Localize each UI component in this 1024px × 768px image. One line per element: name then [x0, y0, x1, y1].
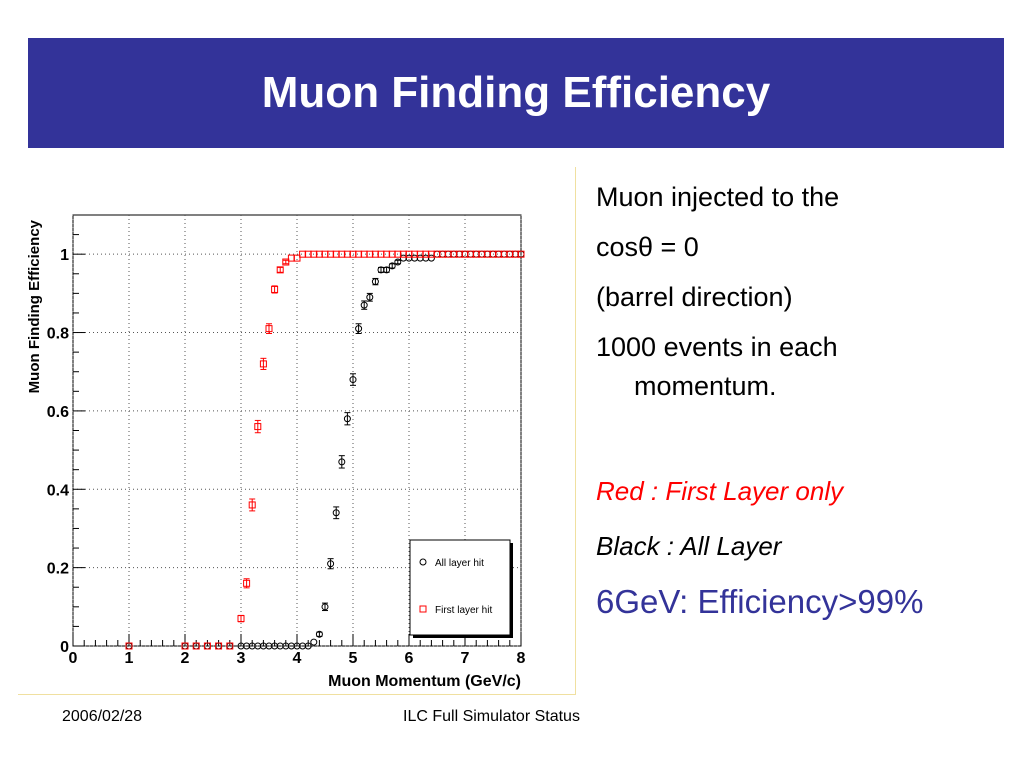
data-point-all-layer: [327, 560, 335, 568]
y-tick-label: 0.4: [47, 482, 69, 499]
data-point-first-layer: [265, 325, 273, 333]
data-point-first-layer: [237, 615, 245, 623]
chart-frame: [18, 167, 576, 695]
x-tick-label: 8: [517, 650, 526, 667]
text-line-1: Muon injected to the: [596, 182, 840, 212]
legend-label: All layer hit: [435, 558, 484, 569]
footer-date: 2006/02/28: [62, 708, 143, 725]
red-legend-text: Red : First Layer only: [596, 476, 844, 506]
data-point-all-layer: [360, 301, 368, 309]
data-point-all-layer: [388, 262, 396, 270]
data-point-all-layer: [355, 325, 363, 333]
data-point-first-layer: [254, 423, 262, 431]
data-point-first-layer: [276, 266, 284, 274]
data-point-all-layer: [310, 638, 318, 646]
slide-title: Muon Finding Efficiency: [261, 68, 771, 117]
x-tick-label: 4: [293, 650, 302, 667]
x-tick-label: 3: [237, 650, 246, 667]
text-panel: Muon injected to the cosθ = 0 (barrel di…: [596, 172, 1016, 629]
data-point-first-layer: [125, 642, 133, 650]
data-point-all-layer: [321, 603, 329, 611]
legend-marker-all-layer: [419, 558, 427, 566]
y-tick-label: 0.6: [47, 404, 69, 421]
footer-title: ILC Full Simulator Status: [403, 708, 580, 725]
text-line-4: 1000 events in each: [596, 332, 838, 362]
x-tick-label: 5: [349, 650, 358, 667]
data-point-first-layer: [293, 254, 301, 262]
data-point-all-layer: [332, 509, 340, 517]
data-point-first-layer: [248, 501, 256, 509]
data-point-first-layer: [215, 642, 223, 650]
data-point-first-layer: [243, 579, 251, 587]
legend-label: First layer hit: [435, 605, 492, 616]
x-tick-label: 7: [461, 650, 470, 667]
data-point-all-layer: [394, 258, 402, 266]
data-point-all-layer: [304, 642, 312, 650]
legend-box: [409, 539, 511, 636]
x-tick-label: 6: [405, 650, 414, 667]
data-point-first-layer: [259, 360, 267, 368]
data-point-all-layer: [343, 415, 351, 423]
x-axis-title: Muon Momentum (GeV/c): [328, 673, 521, 690]
black-legend-text: Black : All Layer: [596, 531, 782, 561]
efficiency-plot: 0 1 2 3 4 5 6 7 8 0 0.2 0.4 0.6 0.8 1 Muon Momentum (Ge…: [26, 214, 526, 690]
data-point-first-layer: [181, 642, 189, 650]
title-bar: Muon Finding Efficiency: [28, 38, 1004, 148]
y-tick-label: 0: [60, 639, 69, 656]
data-point-all-layer: [366, 293, 374, 301]
x-tick-label: 1: [125, 650, 134, 667]
y-tick-label: 1: [60, 247, 69, 264]
data-point-all-layer: [371, 278, 379, 286]
x-tick-label: 0: [69, 650, 78, 667]
efficiency-note: 6GeV: Efficiency>99%: [596, 583, 924, 620]
data-point-first-layer: [226, 642, 234, 650]
text-line-2: cosθ = 0: [596, 232, 699, 262]
data-point-all-layer: [427, 254, 435, 262]
spacer: [596, 406, 1016, 464]
data-point-all-layer: [315, 630, 323, 638]
data-point-all-layer: [338, 458, 346, 466]
x-tick-label: 2: [181, 650, 190, 667]
y-tick-label: 0.8: [47, 326, 69, 343]
data-point-all-layer: [383, 266, 391, 274]
y-tick-label: 0.2: [47, 561, 69, 578]
data-point-first-layer: [517, 250, 525, 258]
text-line-5: momentum.: [634, 371, 777, 401]
data-point-first-layer: [203, 642, 211, 650]
text-line-3: (barrel direction): [596, 282, 793, 312]
data-point-first-layer: [282, 258, 290, 266]
legend-marker-first-layer: [419, 605, 427, 613]
data-point-all-layer: [349, 376, 357, 384]
data-point-first-layer: [192, 642, 200, 650]
data-point-first-layer: [271, 285, 279, 293]
y-axis-title: Muon Finding Efficiency: [26, 219, 43, 393]
